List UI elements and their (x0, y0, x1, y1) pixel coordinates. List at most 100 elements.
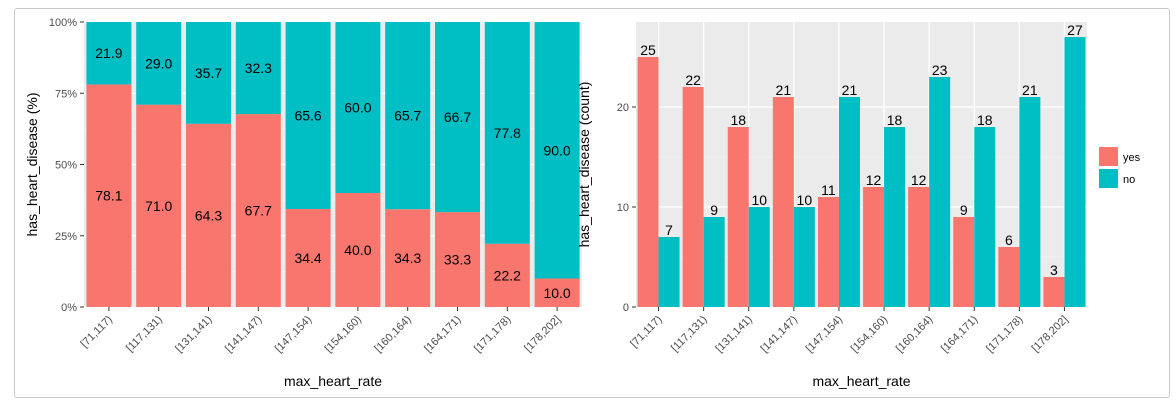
chart1-y-tick-label: 75% (55, 88, 77, 100)
chart2-bar-yes (998, 247, 1020, 307)
chart2-x-tick-label: [154,160) (849, 314, 890, 355)
chart2-data-label-yes: 22 (685, 72, 701, 88)
chart1-y-tick-label: 100% (49, 17, 77, 29)
chart2-x-tick-label: [160,164) (894, 314, 935, 355)
chart2-x-tick-label: [164,171) (939, 314, 980, 355)
chart1-x-tick-label: [147,154) (273, 314, 314, 355)
chart1-bar-no (435, 22, 480, 213)
chart2-bar-yes (953, 217, 975, 307)
chart2-bar-no (658, 237, 680, 307)
chart1-bar-yes (86, 84, 132, 307)
chart2-data-label-no: 21 (842, 82, 858, 98)
chart1-bar-no (484, 22, 530, 244)
chart1-data-label-no: 90.0 (543, 142, 570, 158)
chart2-x-tick-label: [171,178) (984, 314, 1025, 355)
chart2-data-label-no: 18 (977, 112, 993, 128)
chart2-x-tick-label: [117,131) (669, 314, 710, 355)
chart2-data-label-yes: 21 (776, 82, 792, 98)
chart2-data-label-yes: 3 (1050, 262, 1058, 278)
chart1-bar-yes (285, 208, 331, 307)
chart2-y-tick-label: 20 (617, 102, 629, 114)
chart2-data-label-no: 9 (710, 202, 718, 218)
chart2-bar-no (703, 217, 725, 307)
chart2-data-label-yes: 18 (730, 112, 746, 128)
chart1-y-axis-title: has_heart_disease (%) (24, 93, 40, 237)
chart1-x-tick-label: [171,178) (472, 314, 513, 355)
chart2-x-tick-label: [141,147) (759, 314, 800, 355)
chart1-data-label-no: 65.7 (394, 108, 421, 124)
chart2-bar-no (1019, 97, 1041, 307)
chart2-data-label-no: 10 (797, 192, 813, 208)
chart2-bar-no (838, 97, 860, 307)
chart2-data-label-yes: 12 (866, 172, 882, 188)
chart1-bar-no (335, 22, 381, 193)
chart2-bar-no (748, 207, 770, 307)
chart1-data-label-no: 65.6 (294, 107, 321, 123)
chart2-data-label-no: 21 (1022, 82, 1038, 98)
chart2-x-axis-title: max_heart_rate (812, 373, 910, 389)
chart2-bar-no (884, 127, 906, 307)
chart2-data-label-no: 10 (751, 192, 767, 208)
chart1-x-tick-label: [71,117) (79, 314, 115, 350)
chart2-data-label-yes: 6 (1005, 232, 1013, 248)
chart1-data-label-no: 66.7 (444, 109, 471, 125)
chart1-x-tick-label: [117,131) (124, 314, 165, 355)
chart1-data-label-no: 77.8 (494, 125, 521, 141)
chart2-bar-yes (817, 197, 839, 307)
chart1-bar-no (285, 22, 331, 209)
chart1-data-label-yes: 67.7 (245, 203, 272, 219)
chart1-data-label-yes: 22.2 (494, 267, 521, 283)
chart1-x-tick-label: [164,171) (422, 314, 463, 355)
chart2-bar-no (1064, 37, 1086, 307)
chart2-bar-yes (772, 97, 794, 307)
chart1-bar-no (235, 22, 281, 115)
chart1-bar-yes (484, 243, 530, 307)
chart2-data-label-yes: 9 (960, 202, 968, 218)
chart1-data-label-yes: 71.0 (145, 198, 172, 214)
chart1-bar-no (136, 22, 182, 105)
chart2-bar-yes (727, 127, 749, 307)
chart1-data-label-no: 29.0 (145, 55, 172, 71)
chart1-x-tick-label: [154,160) (323, 314, 364, 355)
chart2-data-label-no: 27 (1067, 22, 1083, 38)
chart2-x-tick-label: [178,202] (1030, 314, 1071, 355)
chart1-bar-no (86, 22, 132, 85)
chart1-x-tick-label: [160,164) (372, 314, 413, 355)
chart1-bar-no (534, 22, 580, 279)
chart2-bar-yes (637, 57, 659, 307)
chart2-bar-no (974, 127, 996, 307)
chart1-data-label-yes: 64.3 (195, 207, 222, 223)
chart2-data-label-no: 7 (665, 222, 673, 238)
chart2-data-label-yes: 12 (911, 172, 927, 188)
chart1-bar-no (385, 22, 431, 210)
chart1-x-tick-label: [178,202] (522, 314, 563, 355)
chart2-bar-yes (682, 87, 704, 307)
chart1-bar-yes (335, 193, 381, 307)
chart1-data-label-yes: 34.4 (294, 250, 321, 266)
chart2-data-label-yes: 11 (821, 182, 836, 198)
chart1-data-label-yes: 40.0 (344, 242, 371, 258)
chart1-data-label-no: 60.0 (344, 100, 371, 116)
chart1-y-tick-label: 25% (55, 231, 77, 243)
chart2-y-axis-title: has_heart_disease (count) (576, 82, 592, 248)
chart1-x-tick-label: [131,141) (173, 314, 214, 355)
chart1-bar-yes (534, 278, 580, 307)
chart2-data-label-no: 18 (887, 112, 903, 128)
chart2-x-tick-label: [147,154) (804, 314, 845, 355)
legend-key-yes (1099, 147, 1118, 166)
chart2-x-tick-label: [71,117) (628, 314, 664, 350)
chart1-y-tick-label: 0% (61, 302, 77, 314)
legend-label-no: no (1123, 174, 1135, 186)
chart1-bar-no (186, 22, 231, 124)
chart1-x-tick-label: [141,147) (223, 314, 264, 355)
chart2-y-tick-label: 10 (617, 202, 629, 214)
chart1-data-label-no: 21.9 (95, 45, 122, 61)
chart2-bar-no (929, 77, 951, 307)
chart2-y-tick-label: 0 (623, 302, 629, 314)
chart1-y-tick-label: 50% (55, 160, 77, 172)
chart1-data-label-no: 35.7 (195, 65, 222, 81)
chart1-data-label-yes: 10.0 (543, 285, 570, 301)
legend-key-no (1099, 169, 1118, 188)
chart2-data-label-yes: 25 (640, 42, 656, 58)
chart2-bar-yes (908, 187, 930, 307)
